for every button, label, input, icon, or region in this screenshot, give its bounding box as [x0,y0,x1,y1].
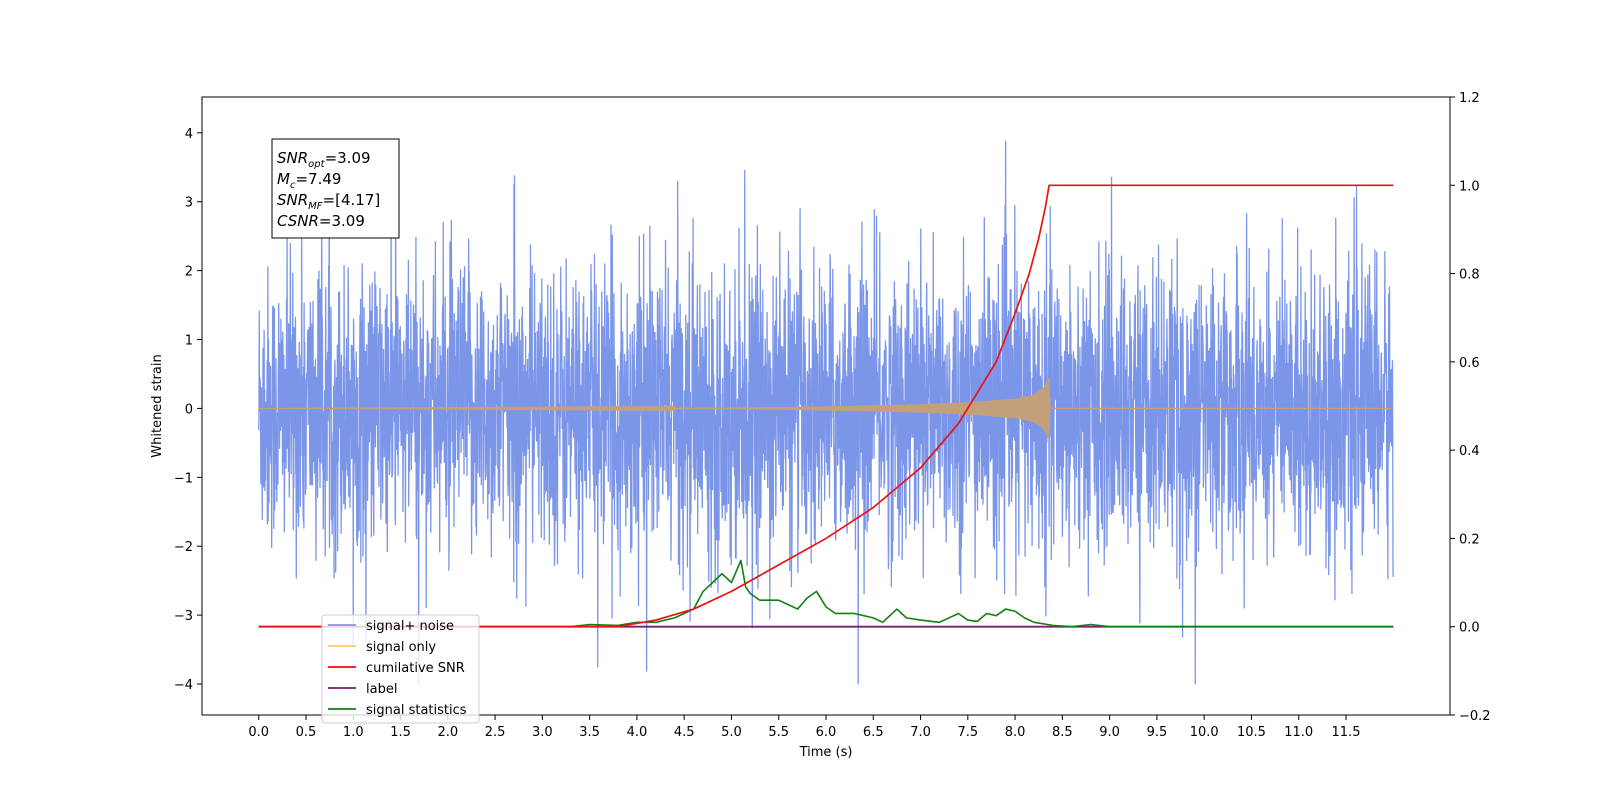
plot-area [258,140,1394,685]
right-y-axis-ticks: −0.2 0.0 0.2 0.4 0.6 0.8 1.0 1.2 [1450,91,1491,724]
x-tick-label: 10.0 [1190,725,1219,740]
right-y-tick-label: 0.0 [1459,621,1480,636]
series-cumulative-snr-line [258,184,1394,628]
x-tick-label: 2.5 [485,725,506,740]
right-y-tick-label: 0.8 [1459,268,1480,283]
x-axis-ticks: 0.0 0.5 1.0 1.5 2.0 2.5 3.0 3.5 4.0 4.5 5.0 5.5 6.0 6… [248,715,1360,740]
left-y-tick-label: 4 [185,127,193,142]
x-tick-label: 5.0 [721,725,742,740]
left-y-tick-label: 2 [185,265,193,280]
x-tick-label: 1.0 [343,725,364,740]
info-line-symbol: M [277,170,290,188]
left-y-tick-label: −1 [174,471,193,486]
x-tick-label: 8.5 [1052,725,1073,740]
legend: signal+ noise signal only cumilative SNR la… [321,614,480,724]
x-tick-label: 6.0 [816,725,837,740]
legend-entry-label: signal statistics [366,703,467,718]
series-signal-statistics-line [258,559,1394,628]
info-line-symbol: SNR [277,149,308,167]
x-tick-label: 3.5 [579,725,600,740]
right-y-tick-label: −0.2 [1459,709,1491,724]
info-line-value: =7.49 [295,170,341,188]
info-line: Mc=7.49 [277,170,341,191]
info-box-frame [271,138,400,239]
x-tick-label: 3.0 [532,725,553,740]
left-y-axis-ticks: −4 −3 −2 −1 0 1 2 3 4 [174,127,202,693]
x-tick-label: 9.5 [1147,725,1168,740]
legend-entry-label: cumilative SNR [366,661,465,676]
x-tick-label: 7.5 [957,725,978,740]
left-y-tick-label: −4 [174,678,193,693]
x-tick-label: 11.5 [1332,725,1361,740]
info-line-value: =3.09 [319,212,365,230]
x-tick-label: 10.5 [1237,725,1266,740]
x-tick-label: 8.0 [1005,725,1026,740]
left-y-tick-label: 0 [185,402,193,417]
info-line-symbol: CSNR [277,212,319,230]
info-line: CSNR=3.09 [277,212,365,230]
x-tick-label: 0.5 [296,725,317,740]
right-y-tick-label: 0.2 [1459,532,1480,547]
right-y-tick-label: 1.0 [1459,179,1480,194]
x-tick-label: 11.0 [1284,725,1313,740]
info-line: SNRMF=[4.17] [277,191,380,212]
legend-entry-label: label [366,682,397,697]
y-axis-label: Whitened strain [150,354,165,457]
info-line-symbol: SNR [277,191,308,209]
left-y-tick-label: 1 [185,334,193,349]
x-tick-label: 2.0 [437,725,458,740]
x-tick-label: 7.0 [910,725,931,740]
x-tick-label: 9.0 [1099,725,1120,740]
right-y-tick-label: 0.4 [1459,444,1480,459]
right-y-tick-label: 1.2 [1459,91,1480,106]
x-tick-label: 1.5 [390,725,411,740]
left-y-tick-label: 3 [185,196,193,211]
series-signal-only-line [258,377,1394,439]
info-line-subscript: c [290,180,296,191]
x-axis-label: Time (s) [799,745,853,760]
series-signal-noise-line [258,140,1394,685]
info-line-value: =[4.17] [323,191,381,209]
x-tick-label: 0.0 [248,725,269,740]
x-tick-label: 4.0 [627,725,648,740]
info-line-subscript: opt [308,159,325,170]
legend-entry-label: signal+ noise [366,619,454,634]
info-line-subscript: MF [308,201,323,212]
x-tick-label: 6.5 [863,725,884,740]
legend-frame [321,614,480,724]
x-tick-label: 4.5 [674,725,695,740]
right-y-tick-label: 0.6 [1459,356,1480,371]
info-line: SNRopt=3.09 [277,149,371,170]
legend-entry-label: signal only [366,640,436,655]
info-line-value: =3.09 [325,149,371,167]
x-tick-label: 5.5 [768,725,789,740]
left-y-tick-label: −2 [174,540,193,555]
left-y-tick-label: −3 [174,609,193,624]
